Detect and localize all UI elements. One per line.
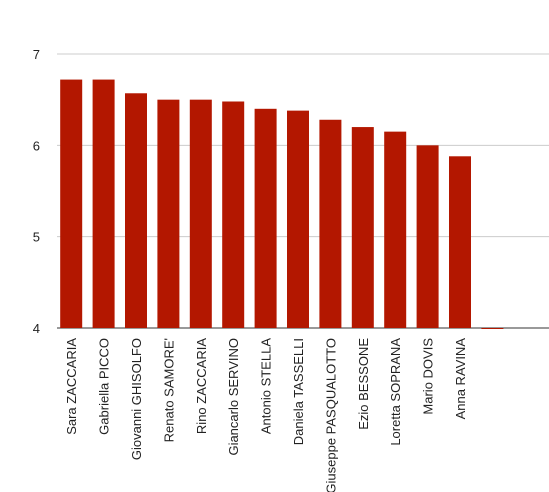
x-tick-label: Giuseppe PASQUALOTTO <box>323 338 338 492</box>
x-tick-label: Daniela TASSELLI <box>291 338 306 445</box>
bar <box>254 108 277 328</box>
bar <box>189 99 212 329</box>
x-tick-label: Sara ZACCARIA <box>64 338 79 435</box>
y-tick-label: 6 <box>33 138 40 153</box>
x-tick-label: Giovanni GHISOLFO <box>129 338 144 460</box>
y-tick-label: 4 <box>33 321 40 336</box>
x-tick-label: Renato SAMORE' <box>161 338 176 442</box>
bar <box>287 110 309 328</box>
bar <box>319 119 342 328</box>
bar <box>351 127 374 328</box>
bar <box>384 131 407 328</box>
x-tick-label: Rino ZACCARIA <box>194 338 209 434</box>
x-tick-label: Giancarlo SERVINO <box>226 338 241 456</box>
x-tick-label: Anna RAVINA <box>453 338 468 420</box>
bar <box>60 79 83 328</box>
bar <box>481 328 504 329</box>
x-tick-label: Ezio BESSONE <box>356 338 371 430</box>
x-tick-label: Mario DOVIS <box>421 338 436 415</box>
bar <box>416 145 439 328</box>
y-tick-label: 5 <box>33 230 40 245</box>
y-tick-label: 7 <box>33 47 40 62</box>
bar <box>449 156 471 328</box>
x-tick-label: Gabriella PICCO <box>97 338 112 435</box>
bar <box>157 99 180 329</box>
bar <box>222 101 245 328</box>
bar <box>92 79 115 328</box>
x-tick-label: Loretta SOPRANA <box>388 338 403 446</box>
x-tick-label: Antonio STELLA <box>259 338 274 434</box>
bar <box>125 93 147 328</box>
